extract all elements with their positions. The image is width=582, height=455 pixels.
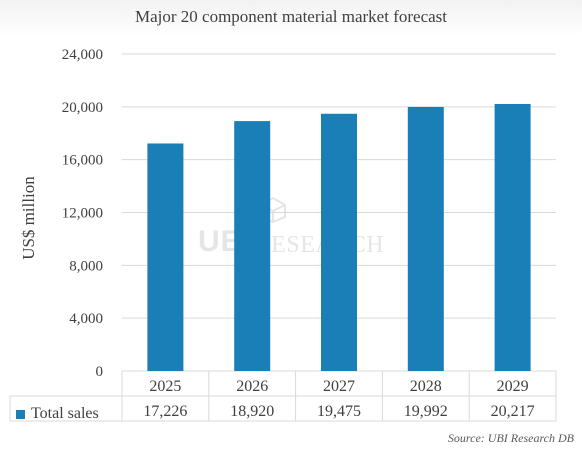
x-tick-label: 2029	[497, 378, 529, 395]
watermark-text: RESEARCH	[254, 232, 385, 258]
bar	[321, 113, 357, 372]
y-tick-label: 4,000	[69, 311, 103, 327]
bar	[147, 143, 184, 371]
data-label: 19,992	[404, 403, 448, 420]
y-tick-label: 16,000	[62, 153, 103, 169]
data-label: 20,217	[491, 403, 535, 420]
x-tick-label: 2025	[149, 378, 181, 395]
legend-total-sales: Total sales	[16, 405, 99, 423]
data-label: 18,920	[230, 403, 274, 420]
chart-title: Major 20 component material market forec…	[134, 7, 448, 26]
x-tick-label: 2027	[323, 378, 355, 395]
bar	[407, 106, 444, 372]
bar	[494, 103, 531, 371]
y-tick-label: 12,000	[62, 206, 103, 222]
y-tick-label: 8,000	[69, 258, 103, 274]
data-label: 19,475	[317, 403, 361, 420]
y-tick-label: 24,000	[62, 47, 103, 63]
legend-label: Total sales	[31, 405, 99, 422]
bar	[234, 121, 271, 372]
source-note: Source: UBI Research DB	[447, 431, 574, 445]
y-axis-label: US$ million	[19, 176, 38, 260]
data-label: 17,226	[143, 403, 187, 420]
x-tick-label: 2028	[410, 378, 442, 395]
y-tick-label: 0	[96, 364, 104, 380]
y-tick-label: 20,000	[62, 100, 103, 116]
title-bar	[0, 0, 582, 36]
x-tick-label: 2026	[236, 378, 268, 395]
legend-swatch	[16, 409, 25, 419]
